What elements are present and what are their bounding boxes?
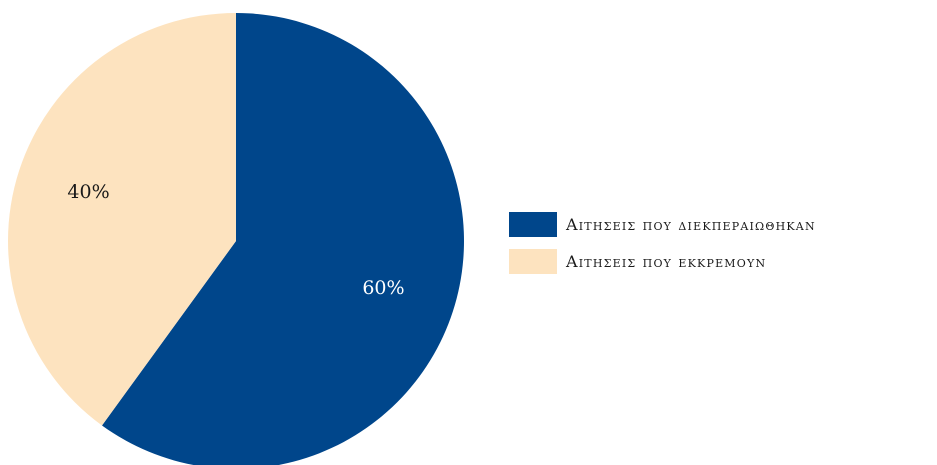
pie-slice-label-completed: 60% xyxy=(362,277,404,299)
legend-item-completed: Αιτησεις που διεκπεραιωθηκαν xyxy=(509,212,816,237)
pie-slice-pending xyxy=(8,13,236,426)
pie-slice-label-pending: 40% xyxy=(67,181,109,203)
pie-slices xyxy=(8,13,464,465)
legend-label-pending: Αιτησεις που εκκρεμουν xyxy=(566,252,767,271)
legend-label-completed: Αιτησεις που διεκπεραιωθηκαν xyxy=(566,215,816,234)
pie-slice-labels: 60% 40% xyxy=(67,181,404,299)
legend-item-pending: Αιτησεις που εκκρεμουν xyxy=(509,249,816,274)
legend: Αιτησεις που διεκπεραιωθηκαν Αιτησεις πο… xyxy=(509,212,816,286)
legend-swatch-completed xyxy=(509,212,557,237)
pie-slice-completed xyxy=(101,13,464,465)
legend-swatch-pending xyxy=(509,249,557,274)
